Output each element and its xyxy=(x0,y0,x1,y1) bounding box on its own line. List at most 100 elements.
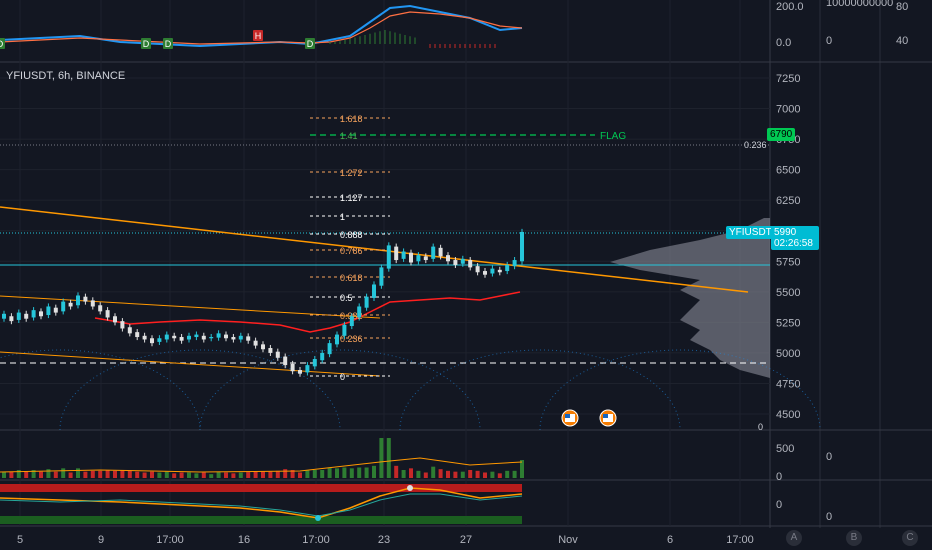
volume-bar xyxy=(194,473,199,478)
volume-bar xyxy=(157,472,162,478)
indicator-axis-label: 10000000000 xyxy=(826,0,893,9)
candle-body xyxy=(290,363,295,372)
oversold-band xyxy=(0,516,522,524)
candle-body xyxy=(150,338,154,344)
volume-bar xyxy=(349,468,354,478)
signal-marker-label: H xyxy=(255,31,262,41)
time-tick-label: 5 xyxy=(17,534,23,546)
fib-level-label: 1.618 xyxy=(340,114,363,124)
candle-body xyxy=(246,336,251,341)
volume-bar xyxy=(438,469,443,478)
volume-bar xyxy=(98,470,103,478)
signal-marker xyxy=(305,38,315,49)
volume-bar xyxy=(298,472,302,478)
volume-bar xyxy=(120,470,125,478)
volume-bar xyxy=(490,471,495,478)
fib-level-label: 0.5 xyxy=(340,293,353,303)
volume-bar xyxy=(261,471,265,478)
volume-bar xyxy=(320,470,325,478)
volume-bar xyxy=(39,471,43,478)
candle-body xyxy=(164,334,169,340)
volume-bar xyxy=(164,471,169,478)
candle-body xyxy=(238,335,243,340)
volume-bar xyxy=(113,470,117,478)
volume-bar xyxy=(68,472,73,478)
volume-bar xyxy=(394,465,399,478)
countdown: 02:26:58 xyxy=(774,238,813,249)
candle-body xyxy=(275,351,280,358)
candle-body xyxy=(68,302,73,307)
volume-axis-label: 500 xyxy=(776,443,794,455)
candle-body xyxy=(312,359,317,367)
volume-bar xyxy=(46,469,51,478)
volume-bar xyxy=(2,471,6,478)
fib-level-label: 1.272 xyxy=(340,168,363,178)
volume-bar xyxy=(127,470,132,478)
volume-bar xyxy=(364,467,369,478)
candle-body xyxy=(468,260,473,268)
volume-bar xyxy=(423,472,428,478)
candle-body xyxy=(394,246,399,261)
candle-body xyxy=(327,343,332,355)
candle-body xyxy=(46,306,51,316)
axis-button-b[interactable]: B xyxy=(846,530,862,546)
volume-bar xyxy=(216,472,221,478)
signal-marker xyxy=(141,38,151,49)
volume-bar xyxy=(379,438,384,478)
cycle-arc xyxy=(59,349,341,431)
volume-bar xyxy=(150,471,154,478)
candle-body xyxy=(505,264,510,272)
candle-body xyxy=(9,316,14,322)
volume-bar xyxy=(83,471,88,478)
volume-bar xyxy=(497,473,502,478)
time-tick-label: 23 xyxy=(378,534,390,546)
candle-body xyxy=(342,324,347,336)
candle-body xyxy=(416,255,421,262)
candle-body xyxy=(127,327,132,334)
price-tick-label: 5000 xyxy=(776,348,800,360)
descending-trendline xyxy=(0,206,749,293)
time-tick-label: 27 xyxy=(460,534,472,546)
candle-body xyxy=(224,334,228,339)
candle-body xyxy=(372,284,376,298)
candle-body xyxy=(298,370,302,374)
osc-axis-label: 0 xyxy=(776,499,782,511)
overbought-band xyxy=(0,484,522,492)
volume-bar xyxy=(416,470,421,478)
cycle-arc xyxy=(199,349,481,431)
candle-body xyxy=(305,365,310,373)
volume-axis-label: 0 xyxy=(776,471,782,483)
fib-level-label: 0.236 xyxy=(340,334,363,344)
candle-body xyxy=(364,296,369,308)
candle-body xyxy=(135,332,140,338)
indicator-orange-line xyxy=(0,11,523,45)
candle-body xyxy=(61,301,66,312)
price-tick-label: 6250 xyxy=(776,195,800,207)
volume-bar xyxy=(401,470,406,478)
price-tick-label: 4500 xyxy=(776,409,800,421)
flag-price-tag: 6790 xyxy=(767,128,796,141)
candle-body xyxy=(460,258,465,264)
candle-body xyxy=(253,340,258,346)
candle-body xyxy=(113,316,117,323)
signal-marker-label: D xyxy=(143,39,150,49)
volume-bar xyxy=(475,470,480,478)
volume-bar xyxy=(409,468,413,478)
axis-button-a[interactable]: A xyxy=(786,530,802,546)
volume-axis-label: 0 xyxy=(826,451,832,463)
us-flag-event-icon xyxy=(603,414,608,418)
candle-body xyxy=(105,310,110,318)
candle-body xyxy=(335,334,339,345)
fib-axis-tag: 0.236 xyxy=(744,140,767,150)
volume-bar xyxy=(283,469,288,478)
price-tick-label: 6500 xyxy=(776,165,800,177)
candle-body xyxy=(401,251,406,259)
price-tick-label: 5500 xyxy=(776,287,800,299)
axis-button-c[interactable]: C xyxy=(902,530,918,546)
oscillator-signal-line xyxy=(0,493,523,517)
candle-body xyxy=(490,268,495,274)
candle-body xyxy=(357,306,362,318)
fib-level-label: 0.618 xyxy=(340,273,363,283)
indicator-axis-label: 0 xyxy=(826,35,832,47)
